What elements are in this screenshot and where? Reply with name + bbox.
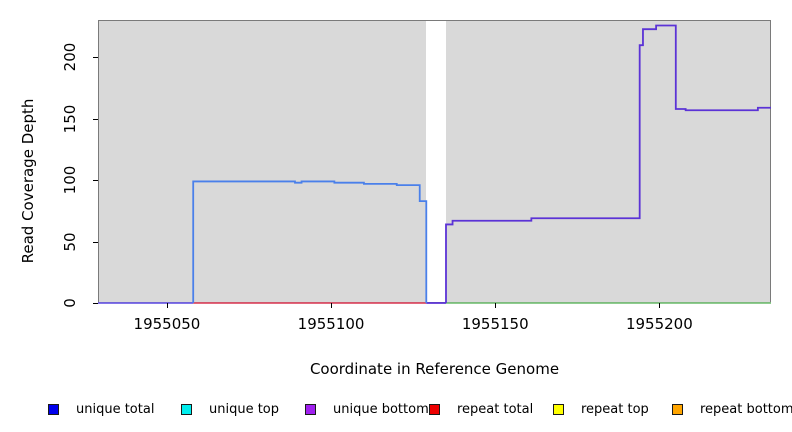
y-tick-label: 200: [61, 43, 79, 72]
x-tick-mark: [495, 303, 497, 308]
legend-item-label: repeat total: [457, 401, 534, 417]
legend-item-repeat-top: repeat top: [553, 400, 649, 418]
legend-item-label: repeat bottom: [700, 401, 792, 417]
x-tick-label: 1955150: [461, 315, 529, 333]
x-tick-mark: [331, 303, 333, 308]
y-tick-mark: [93, 241, 98, 243]
legend-marker-icon: [429, 403, 440, 415]
coverage-gap-band: [426, 20, 446, 303]
series-line-unique-total: [192, 180, 428, 303]
y-tick-mark: [93, 180, 98, 182]
y-tick-label: 0: [61, 298, 79, 308]
x-tick-label: 1955200: [625, 315, 693, 333]
series-line-unique-bottom: [445, 24, 771, 303]
legend-item-unique-total: unique total: [48, 400, 154, 418]
x-tick-label: 1955100: [297, 315, 365, 333]
x-tick-mark: [166, 303, 168, 308]
legend-marker-icon: [672, 403, 683, 415]
legend-item-unique-bottom: unique bottom: [305, 400, 429, 418]
legend-marker-icon: [553, 403, 564, 415]
legend-item-label: unique total: [76, 401, 155, 417]
legend-marker-icon: [181, 403, 192, 415]
legend-marker-icon: [305, 403, 316, 415]
x-axis-label: Coordinate in Reference Genome: [309, 360, 560, 378]
legend: unique total unique top unique bottom repea…: [0, 400, 792, 424]
legend-item-repeat-total: repeat total: [429, 400, 533, 418]
x-tick-label: 1955050: [133, 315, 201, 333]
y-tick-mark: [93, 118, 98, 120]
x-tick-mark: [659, 303, 661, 308]
y-tick-label: 100: [61, 165, 79, 195]
plot-area: [98, 20, 771, 304]
legend-item-label: unique bottom: [333, 401, 429, 417]
chart-lines: [98, 24, 771, 304]
legend-item-label: unique top: [209, 401, 280, 417]
legend-marker-icon: [48, 403, 59, 415]
y-axis-label: Read Coverage Depth: [19, 98, 37, 264]
y-tick-mark: [93, 303, 98, 304]
legend-item-label: repeat top: [581, 401, 649, 417]
legend-item-repeat-bottom: repeat bottom: [672, 400, 792, 418]
y-tick-label: 50: [61, 232, 79, 252]
y-tick-label: 150: [61, 104, 79, 134]
y-tick-mark: [93, 57, 98, 59]
legend-item-unique-top: unique top: [181, 400, 279, 418]
